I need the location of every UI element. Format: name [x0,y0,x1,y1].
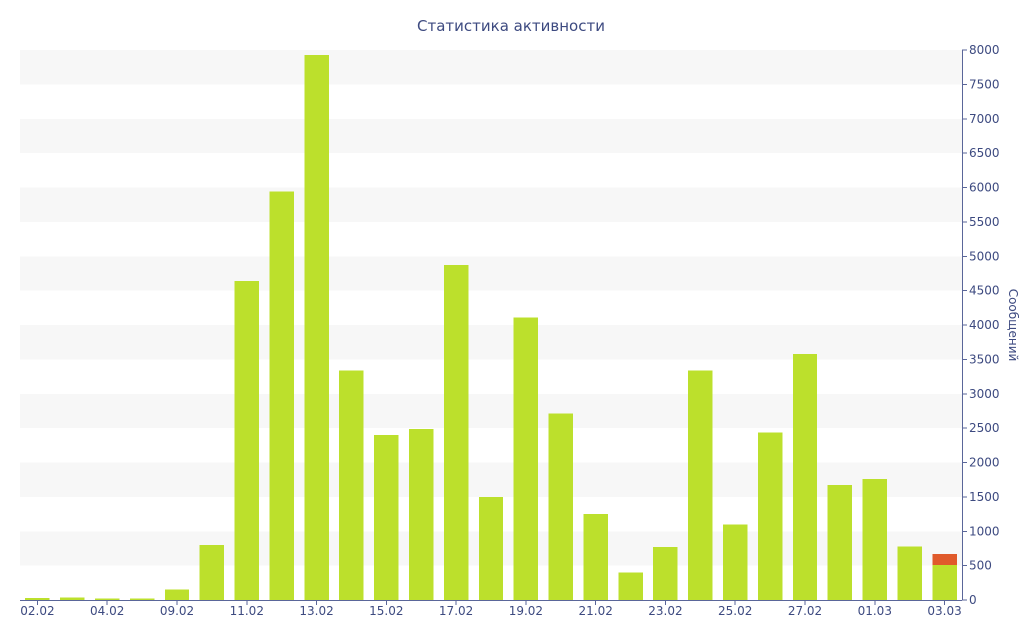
grid-band [20,187,962,222]
bar-series1[interactable] [618,572,643,601]
x-tick-label: 15.02 [369,604,403,618]
grid-band [20,118,962,154]
x-tick-label: 27.02 [788,604,822,618]
bar-series [25,54,957,601]
bar-series1[interactable] [757,432,783,600]
y-tick-label: 6000 [969,181,1000,195]
bar-series1[interactable] [513,317,539,600]
bar-series1[interactable] [164,589,190,600]
y-tick-label: 3500 [969,352,1000,366]
y-tick-label: 4500 [969,284,1000,298]
x-tick-label: 21.02 [578,604,612,618]
bar-series1[interactable] [827,485,853,600]
x-tick-label: 09.02 [160,604,194,618]
x-tick-label: 23.02 [648,604,682,618]
x-tick-label: 11.02 [230,604,264,618]
bar-series1[interactable] [234,281,259,600]
x-tick-label: 19.02 [509,604,543,618]
y-tick-label: 4000 [969,318,1000,332]
y-tick-label: 1500 [969,490,1000,504]
y-tick-label: 3000 [969,387,1000,401]
grid-band [20,325,962,360]
y-tick-label: 7000 [969,112,1000,126]
y-tick-label: 7500 [969,77,1000,91]
bar-series1[interactable] [443,265,469,600]
bar-series1[interactable] [688,370,713,601]
y-axis: 0 500 1000 1500 2000 2500 3000 3500 4000 4500 5000… [962,43,1000,607]
y-tick-label: 5500 [969,215,1000,229]
bar-series2[interactable] [932,553,957,565]
y-tick-label: 5000 [969,249,1000,263]
x-tick-label: 02.02 [20,604,54,618]
bar-series1[interactable] [60,597,85,600]
grid-band [20,256,962,291]
y-axis-title: Сообщений [1006,289,1020,362]
bar-series1[interactable] [478,496,504,601]
y-tick-label: 2000 [969,456,1000,470]
bar-series1[interactable] [409,428,434,600]
y-tick-label: 500 [969,559,992,573]
x-axis: 02.02 04.02 09.02 11.02 13.02 15.02 17.02 19.02… [20,600,962,618]
y-tick-label: 6500 [969,146,1000,160]
bar-series1[interactable] [548,413,573,600]
bar-series1[interactable] [129,598,155,601]
x-tick-label: 04.02 [90,604,124,618]
bar-series1[interactable] [374,435,399,600]
x-tick-label: 25.02 [718,604,752,618]
x-tick-label: 17.02 [439,604,473,618]
bar-series1[interactable] [339,370,364,601]
bar-series1[interactable] [792,353,818,601]
x-tick-label: 13.02 [299,604,333,618]
bar-series1[interactable] [25,597,50,600]
y-tick-label: 0 [969,593,977,607]
grid-bands [20,50,962,566]
bar-series1[interactable] [723,524,748,601]
bar-series1[interactable] [269,191,294,601]
bar-series1[interactable] [95,598,120,600]
grid-band [20,393,962,429]
grid-band [20,50,962,85]
grid-band [20,462,962,497]
chart-title: Статистика активности [417,17,605,35]
bar-series1[interactable] [583,514,608,600]
x-tick-label: 01.03 [858,604,892,618]
y-tick-label: 2500 [969,421,1000,435]
bar-series1[interactable] [862,479,887,600]
bar-series1[interactable] [199,545,225,600]
bar-series1[interactable] [304,54,329,601]
x-tick-label: 03.03 [927,604,961,618]
y-tick-label: 8000 [969,43,1000,57]
y-tick-label: 1000 [969,524,1000,538]
bar-series1[interactable] [897,546,922,601]
bar-series1[interactable] [653,547,678,600]
bar-series1[interactable] [932,564,957,600]
